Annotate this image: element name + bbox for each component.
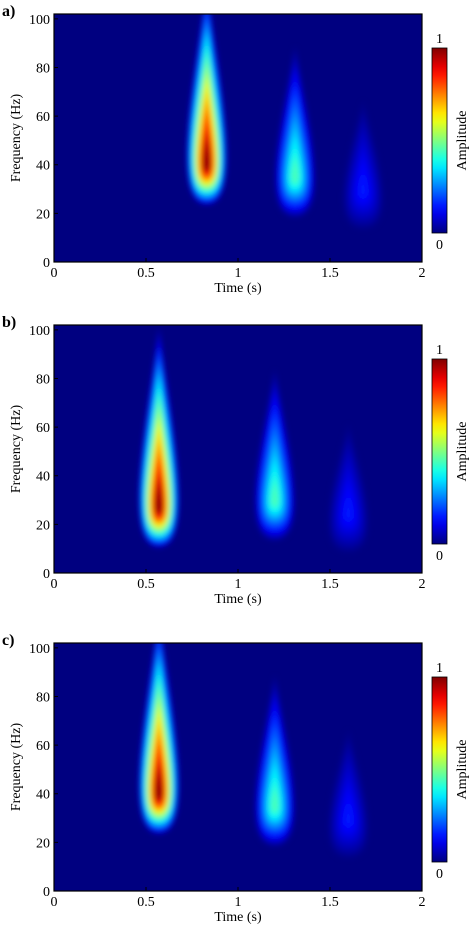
amplitude-peak [203, 139, 210, 171]
y-tick-label: 20 [36, 836, 50, 851]
y-tick-label: 60 [36, 421, 50, 436]
y-tick-label: 40 [36, 159, 50, 174]
x-tick-label: 2 [419, 895, 426, 910]
x-tick-label: 1.5 [321, 266, 339, 281]
y-tick-label: 20 [36, 207, 50, 222]
heatmap [138, 643, 369, 859]
colorbar-tick-label: 0 [436, 238, 443, 253]
x-tick-label: 0.5 [137, 266, 155, 281]
y-tick-label: 100 [29, 13, 50, 28]
colorbar-label: Amplitude [455, 422, 470, 482]
colorbar [431, 676, 448, 863]
x-axis-label: Time (s) [214, 910, 262, 925]
y-tick-label: 0 [43, 567, 50, 582]
x-tick-label: 2 [419, 266, 426, 281]
y-tick-label: 80 [36, 61, 50, 76]
x-tick-label: 1 [235, 895, 242, 910]
y-tick-label: 100 [29, 642, 50, 657]
y-tick-label: 40 [36, 470, 50, 485]
x-axis-label: Time (s) [214, 281, 262, 296]
panel-label: b) [2, 314, 16, 331]
amplitude-peak [272, 482, 278, 506]
blobs [138, 643, 369, 859]
y-tick-label: 60 [36, 110, 50, 125]
colorbar-tick-label: 1 [436, 661, 443, 676]
x-tick-label: 0.5 [137, 895, 155, 910]
y-tick-label: 40 [36, 788, 50, 803]
amplitude-peak [345, 500, 352, 518]
x-tick-label: 0 [51, 266, 58, 281]
colorbar-label: Amplitude [455, 111, 470, 171]
amplitude-peak [292, 158, 298, 183]
amplitude-peak [360, 176, 366, 195]
panel-label: a) [2, 3, 15, 20]
x-tick-label: 1.5 [321, 577, 339, 592]
amplitude-peak [156, 482, 162, 513]
blobs [138, 327, 369, 553]
colorbar-label: Amplitude [455, 740, 470, 800]
amplitude-peak [345, 805, 352, 824]
x-tick-label: 1 [235, 577, 242, 592]
blobs [186, 14, 384, 230]
y-tick-label: 80 [36, 372, 50, 387]
x-tick-label: 1 [235, 266, 242, 281]
x-tick-label: 0 [51, 895, 58, 910]
y-tick-label: 60 [36, 739, 50, 754]
colorbar-tick-label: 1 [436, 32, 443, 47]
y-axis-label: Frequency (Hz) [9, 94, 24, 183]
x-axis-label: Time (s) [214, 592, 262, 607]
x-tick-label: 1.5 [321, 895, 339, 910]
colorbar-tick-label: 0 [436, 867, 443, 882]
panel-label: c) [2, 632, 14, 649]
plot-background [54, 643, 422, 891]
heatmap [186, 14, 384, 230]
colorbar-tick-label: 0 [436, 549, 443, 564]
colorbar [431, 47, 448, 234]
y-tick-label: 0 [43, 885, 50, 900]
y-tick-label: 100 [29, 324, 50, 339]
heatmap [138, 327, 369, 553]
x-tick-label: 2 [419, 577, 426, 592]
x-tick-label: 0.5 [137, 577, 155, 592]
y-tick-label: 80 [36, 690, 50, 705]
x-tick-label: 0 [51, 577, 58, 592]
y-axis-label: Frequency (Hz) [9, 405, 24, 494]
y-tick-label: 20 [36, 518, 50, 533]
colorbar-tick-label: 1 [436, 343, 443, 358]
y-axis-label: Frequency (Hz) [9, 723, 24, 812]
colorbar [431, 358, 448, 545]
amplitude-peak [156, 768, 162, 800]
amplitude-peak [272, 787, 278, 812]
y-tick-label: 0 [43, 256, 50, 271]
